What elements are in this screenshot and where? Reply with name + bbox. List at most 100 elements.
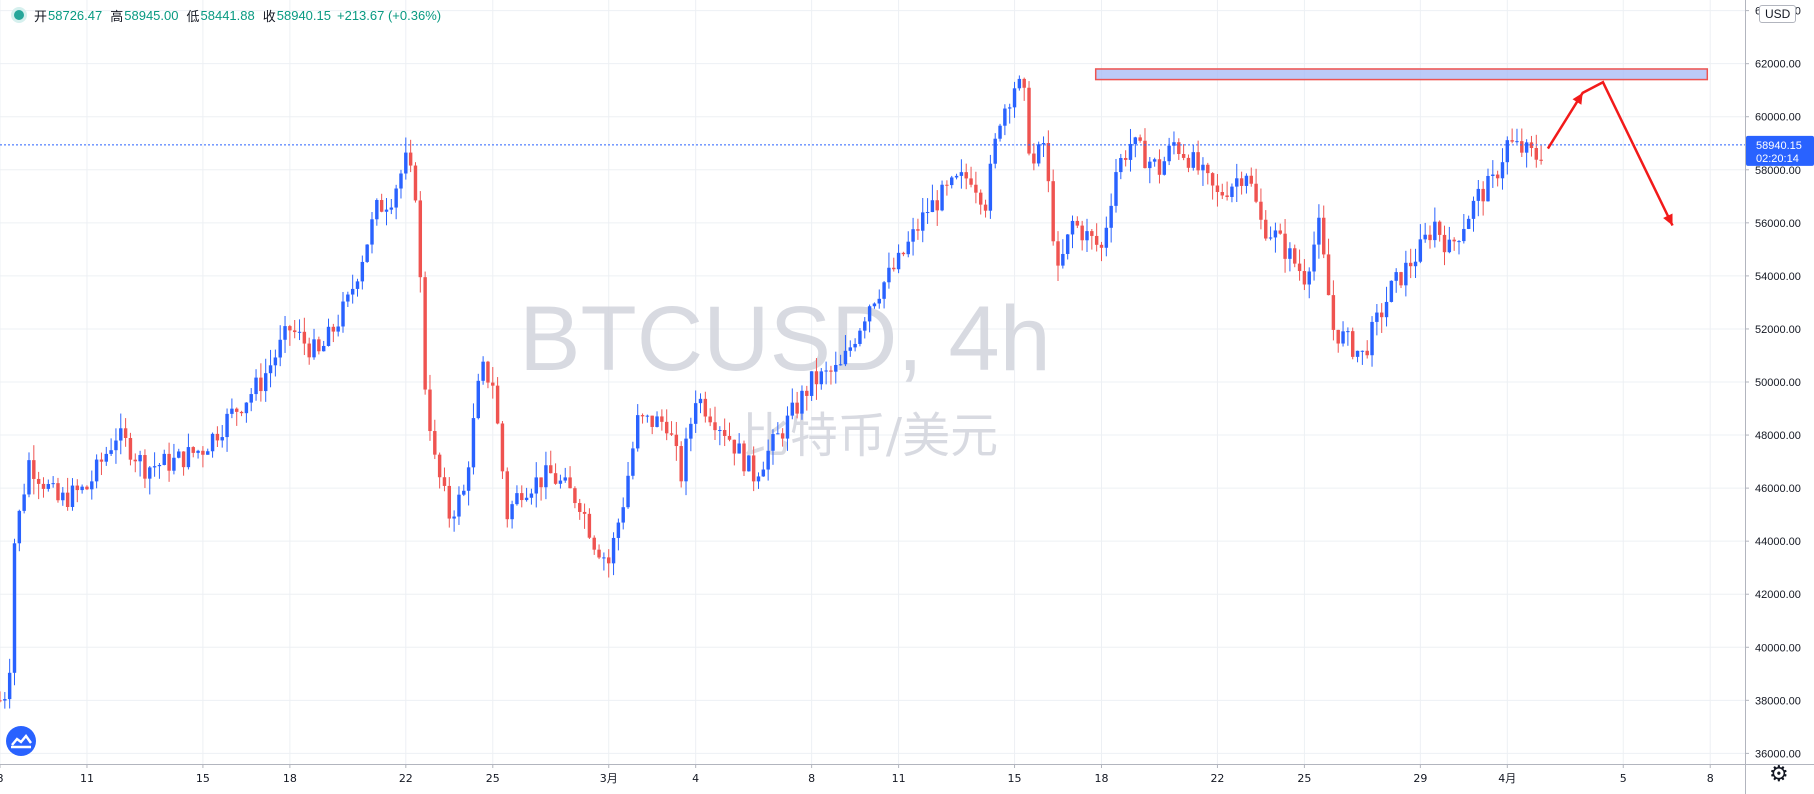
candle-body (75, 485, 80, 491)
price-tick-label: 38000.00 (1755, 695, 1801, 707)
candle-body (46, 484, 51, 489)
candle-body (1094, 235, 1099, 245)
candle-body (1273, 230, 1278, 238)
resistance-zone[interactable] (1094, 68, 1709, 81)
candle-body (1428, 234, 1432, 241)
candle-body (1433, 221, 1437, 241)
candle-body (360, 261, 365, 282)
candle-body (1510, 140, 1514, 142)
candle-body (766, 450, 770, 470)
tradingview-logo-icon[interactable] (6, 726, 36, 756)
candle-body (1027, 87, 1031, 154)
candle-body (848, 347, 852, 351)
candle-body (790, 402, 795, 416)
candle-body (481, 361, 485, 381)
candle-body (901, 252, 906, 255)
candle-body (1215, 185, 1220, 193)
candle-body (370, 219, 374, 245)
candle-body (809, 371, 814, 396)
candle-body (1476, 188, 1481, 201)
candle-body (553, 473, 558, 484)
candle-body (505, 471, 509, 520)
candle-body (785, 415, 790, 439)
candle-body (292, 330, 297, 333)
candle-body (732, 439, 737, 454)
time-tick-label: 18 (283, 772, 297, 785)
candle-body (1177, 142, 1181, 155)
candle-body (1495, 174, 1500, 179)
candle-body (988, 163, 993, 211)
candle-body (679, 446, 683, 482)
candle-body (70, 485, 75, 507)
candle-body (321, 345, 326, 352)
candle-body (65, 492, 70, 507)
candle-body (495, 385, 500, 424)
arrow-head-down (1663, 213, 1673, 226)
currency-badge[interactable]: USD (1759, 5, 1797, 23)
candle-body (307, 343, 311, 358)
candle-body (336, 326, 340, 332)
candle-body (259, 377, 263, 392)
candle-body (1384, 301, 1389, 318)
candle-body (950, 177, 954, 186)
scenario-arrow[interactable] (1546, 80, 1674, 227)
candle-body (273, 357, 278, 366)
candle-body (1500, 162, 1505, 179)
candle-body (143, 455, 147, 479)
candle-body (80, 486, 84, 491)
candle-body (708, 416, 712, 423)
time-tick-label: 8 (808, 772, 815, 785)
candle-body (32, 460, 36, 479)
candle-body (220, 437, 224, 441)
candle-body (326, 326, 331, 346)
candle-body (703, 398, 708, 417)
candle-body (1264, 219, 1268, 239)
candle-body (650, 415, 654, 427)
candle-body (1341, 331, 1345, 344)
candle-body (829, 370, 833, 372)
candle-body (1471, 200, 1476, 219)
candle-body (1346, 331, 1350, 333)
candle-body (877, 298, 881, 304)
candle-body (297, 331, 302, 333)
candle-body (882, 282, 886, 299)
candle-body (186, 447, 191, 468)
gear-icon[interactable]: ⚙ (1769, 761, 1789, 786)
candle-body (1370, 321, 1374, 356)
candle-body (1191, 152, 1196, 168)
candle-body (148, 467, 152, 479)
low-value: 58441.88 (200, 7, 255, 23)
candle-body (1539, 159, 1543, 161)
candle-body (1399, 272, 1403, 286)
grid-lines (0, 0, 1745, 764)
candle-body (437, 454, 442, 478)
candle-body (645, 415, 650, 417)
time-tick-label: 15 (1008, 772, 1022, 785)
status-dot-icon (14, 10, 24, 20)
time-tick-label: 25 (486, 772, 500, 785)
candle-body (1515, 141, 1519, 143)
candle-body (1408, 262, 1413, 267)
candle-body (959, 172, 964, 176)
candle-body (1452, 239, 1456, 242)
time-tick-label: 22 (1210, 772, 1224, 785)
candle-body (867, 306, 872, 322)
candle-body (761, 469, 766, 477)
candle-body (974, 184, 978, 193)
candle-body (302, 331, 307, 344)
candle-body (17, 510, 22, 544)
candle-body (1109, 205, 1113, 228)
candle-body (1423, 234, 1427, 240)
candle-body (61, 492, 65, 501)
price-tick-label: 48000.00 (1755, 430, 1801, 442)
candle-body (776, 433, 780, 435)
price-tick-label: 62000.00 (1755, 59, 1801, 71)
candle-body (1404, 262, 1408, 286)
candle-body (1302, 271, 1307, 285)
candle-body (408, 152, 413, 166)
candle-body (737, 443, 741, 454)
candle-body (1379, 312, 1384, 318)
candle-body (969, 178, 973, 185)
candle-body (1365, 350, 1369, 356)
